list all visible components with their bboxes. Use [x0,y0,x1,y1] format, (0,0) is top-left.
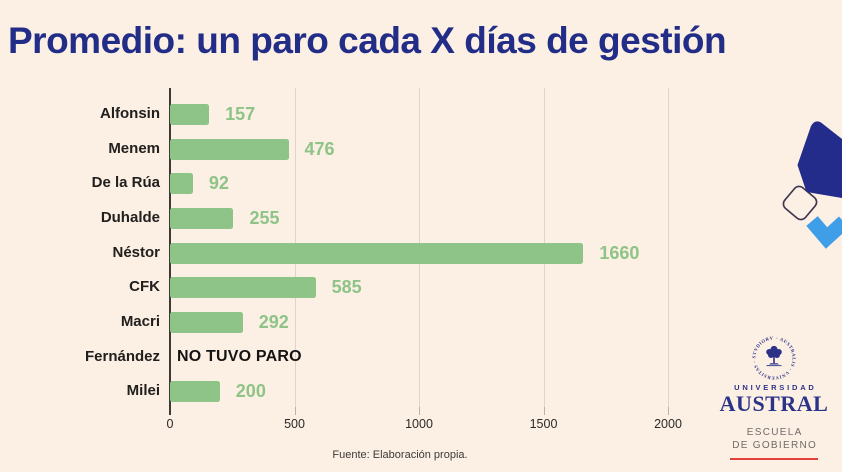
category-label-5: Néstor [112,243,160,261]
axis-tick-2000 [668,407,669,415]
x-tick-label-0: 0 [166,417,174,431]
category-label-2: Menem [108,139,160,157]
x-tick-label-500: 500 [284,417,305,431]
value-label-3: 92 [208,173,229,194]
seal-tree-icon [766,345,782,367]
source-note: Fuente: Elaboración propia. [332,449,468,461]
x-tick-label-2000: 2000 [654,417,682,431]
category-label-1: Alfonsin [100,105,160,122]
category-label-9: Milei [126,382,160,400]
value-label-4: 255 [249,208,280,228]
category-label-8: Fernández [84,347,160,365]
bar-7 [170,311,243,333]
austral-logo: · AUSTRALIS · VNIVERSITAS · STVDIORVM UN… [712,335,836,460]
outlined-diamond-shape [782,185,818,221]
bar-3 [170,173,193,195]
austral-seal-icon: · AUSTRALIS · VNIVERSITAS · STVDIORVM [751,335,795,380]
axis-tick-500 [294,407,296,415]
axis-tick-1500 [543,407,545,415]
value-label-1: 157 [225,104,256,124]
category-label-4: Duhalde [100,209,160,226]
bar-4 [170,207,234,229]
value-label-8: NO TUVO PARO [177,347,302,365]
bar-5 [170,242,584,264]
bar-6 [170,277,316,299]
value-label-7: 292 [258,312,289,333]
value-label-2: 476 [304,138,335,159]
gridline-2000 [668,88,669,407]
bar-1 [170,103,210,125]
logo-universidad-label: UNIVERSIDAD [734,383,817,392]
category-label-3: De la Rúa [91,174,160,192]
logo-austral-wordmark: AUSTRAL [719,391,829,416]
value-label-6: 585 [331,277,362,298]
logo-school-line2: DE GOBIERNO [732,439,818,451]
category-label-7: Macri [120,313,160,331]
logo-red-rule [730,458,818,460]
category-label-6: CFK [129,278,160,296]
decorative-shapes [782,121,842,249]
value-label-9: 200 [235,381,266,402]
bar-2 [170,138,289,160]
x-tick-label-1000: 1000 [405,417,433,431]
page-title: Promedio: un paro cada X días de gestión [8,20,727,61]
bar-9 [170,381,220,403]
axis-tick-1000 [419,407,420,415]
x-tick-label-1500: 1500 [529,417,558,431]
logo-school-line1: ESCUELA [746,427,803,438]
value-label-5: 1660 [599,242,640,263]
navy-pentagon-shape [797,121,842,198]
blue-checkmark-shape [806,216,842,249]
